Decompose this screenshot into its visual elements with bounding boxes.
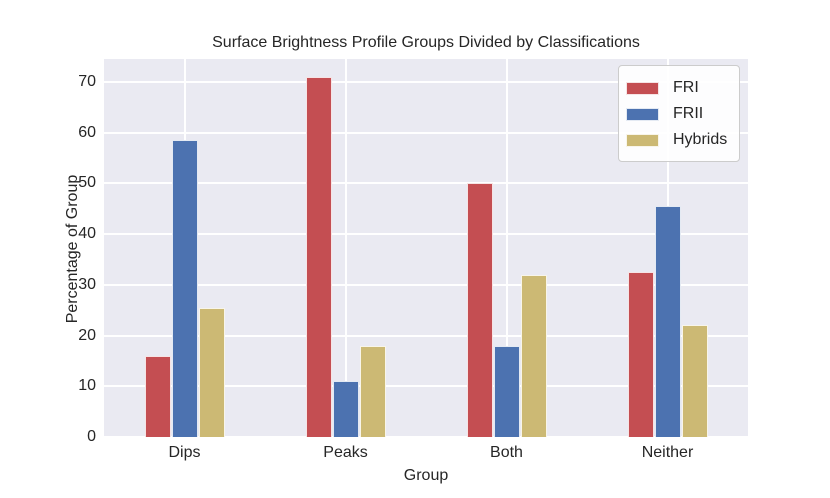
legend-item-FRI: FRI bbox=[626, 75, 727, 101]
legend-label: FRII bbox=[673, 105, 704, 122]
x-tick-label: Dips bbox=[168, 444, 201, 461]
y-tick-label: 10 bbox=[78, 377, 96, 395]
y-tick-label: 0 bbox=[87, 428, 96, 445]
x-tick-label: Neither bbox=[641, 444, 694, 461]
bar-FRII-Dips bbox=[172, 140, 198, 437]
bar-Hybrids-Peaks bbox=[360, 345, 386, 437]
y-tick-label: 20 bbox=[78, 326, 96, 344]
bar-Hybrids-Both bbox=[521, 274, 547, 437]
bar-FRI-Neither bbox=[628, 272, 654, 437]
legend-item-FRII: FRII bbox=[626, 101, 727, 127]
bar-FRII-Neither bbox=[655, 206, 681, 437]
gridline-horizontal bbox=[104, 385, 748, 388]
legend-swatch-FRII bbox=[626, 107, 659, 121]
bar-Hybrids-Neither bbox=[682, 325, 708, 437]
gridline-horizontal bbox=[104, 283, 748, 286]
gridline-vertical bbox=[344, 59, 347, 437]
x-tick-label: Peaks bbox=[323, 444, 368, 461]
gridline-horizontal bbox=[104, 233, 748, 236]
y-tick-label: 40 bbox=[78, 225, 96, 243]
legend-item-Hybrids: Hybrids bbox=[626, 127, 727, 153]
bar-FRII-Both bbox=[494, 345, 520, 437]
legend: FRI FRII Hybrids bbox=[618, 65, 740, 162]
x-tick-label: Both bbox=[490, 444, 523, 461]
gridline-horizontal bbox=[104, 436, 748, 437]
gridline-horizontal bbox=[104, 80, 748, 83]
bar-FRI-Dips bbox=[145, 355, 171, 437]
bar-FRII-Peaks bbox=[333, 381, 359, 437]
y-tick-label: 60 bbox=[78, 123, 96, 141]
legend-label: Hybrids bbox=[673, 131, 728, 148]
legend-swatch-Hybrids bbox=[626, 133, 659, 147]
bar-FRI-Peaks bbox=[306, 76, 332, 437]
y-tick-label: 50 bbox=[78, 174, 96, 192]
x-axis-label: Group bbox=[403, 467, 449, 484]
bar-FRI-Both bbox=[467, 183, 493, 437]
gridline-horizontal bbox=[104, 182, 748, 185]
chart-title: Surface Brightness Profile Groups Divide… bbox=[212, 34, 640, 51]
legend-label: FRI bbox=[673, 79, 699, 96]
gridline-vertical bbox=[505, 59, 508, 437]
legend-swatch-FRI bbox=[626, 81, 659, 95]
gridline-horizontal bbox=[104, 131, 748, 134]
y-tick-label: 30 bbox=[78, 275, 96, 293]
bar-Hybrids-Dips bbox=[199, 307, 225, 437]
gridline-horizontal bbox=[104, 334, 748, 337]
y-tick-label: 70 bbox=[78, 72, 96, 90]
